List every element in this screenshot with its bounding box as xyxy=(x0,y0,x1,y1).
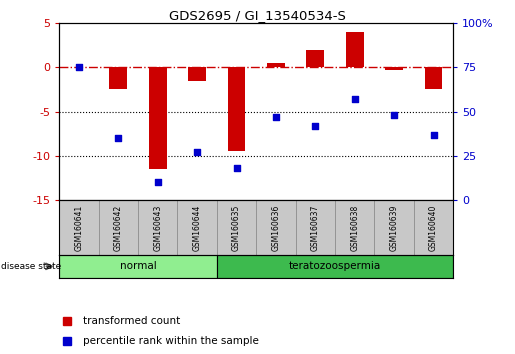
Text: GSM160635: GSM160635 xyxy=(232,204,241,251)
Text: GSM160641: GSM160641 xyxy=(75,204,83,251)
Bar xyxy=(385,67,403,70)
Point xyxy=(430,132,438,137)
Text: disease state: disease state xyxy=(1,262,61,271)
Text: GSM160640: GSM160640 xyxy=(429,204,438,251)
Bar xyxy=(217,255,453,278)
Bar xyxy=(228,67,245,152)
Text: teratozoospermia: teratozoospermia xyxy=(289,261,381,272)
Bar xyxy=(188,67,206,80)
Bar xyxy=(306,50,324,67)
Text: GDS2695 / GI_13540534-S: GDS2695 / GI_13540534-S xyxy=(169,9,346,22)
Text: GSM160643: GSM160643 xyxy=(153,204,162,251)
Point xyxy=(75,64,83,70)
Point xyxy=(272,114,280,120)
Text: percentile rank within the sample: percentile rank within the sample xyxy=(83,336,259,346)
Text: GSM160638: GSM160638 xyxy=(350,204,359,251)
Point xyxy=(153,179,162,185)
Bar xyxy=(149,67,166,169)
Point xyxy=(390,112,398,118)
Bar xyxy=(425,67,442,89)
Bar xyxy=(267,63,285,67)
Point xyxy=(193,149,201,155)
Text: normal: normal xyxy=(119,261,157,272)
Point xyxy=(114,135,123,141)
Bar xyxy=(110,67,127,89)
Text: GSM160644: GSM160644 xyxy=(193,204,201,251)
Text: transformed count: transformed count xyxy=(83,316,180,326)
Text: GSM160642: GSM160642 xyxy=(114,204,123,251)
Point xyxy=(232,165,241,171)
Text: GSM160639: GSM160639 xyxy=(390,204,399,251)
Bar xyxy=(346,32,364,67)
Text: GSM160636: GSM160636 xyxy=(271,204,280,251)
Point xyxy=(311,123,319,129)
Bar xyxy=(59,255,217,278)
Point xyxy=(351,96,359,102)
Text: GSM160637: GSM160637 xyxy=(311,204,320,251)
